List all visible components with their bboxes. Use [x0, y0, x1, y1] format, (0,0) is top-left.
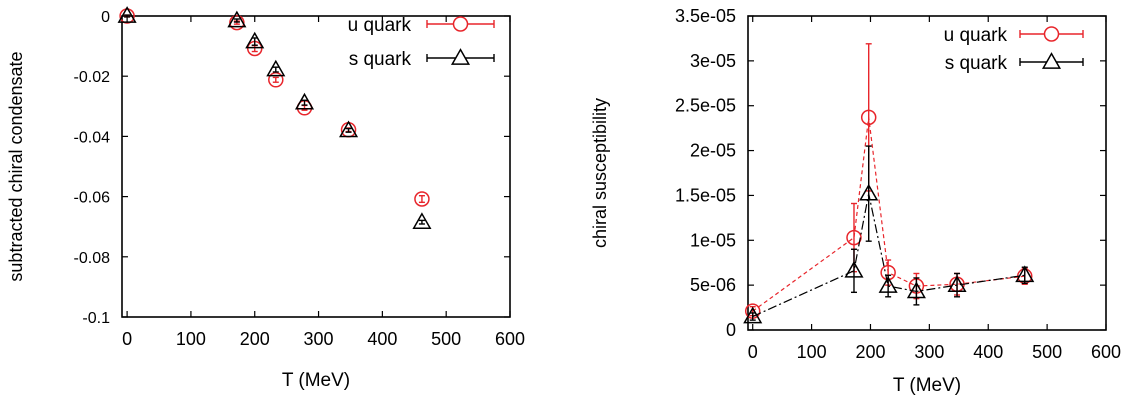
chart-chiral-susceptibility: 0 100 200 300 400 500 600 0 5e-06 1e-05 1.5e-05 2e-…: [590, 6, 1121, 396]
y-tick-label: 3.5e-05: [675, 6, 736, 26]
x-tick-label: 200: [240, 329, 270, 349]
x-tick-label: 100: [797, 342, 827, 362]
x-tick-label: 0: [748, 342, 758, 362]
legend-marker: [1043, 26, 1060, 42]
data-point: [860, 109, 877, 126]
x-axis-label: T (MeV): [282, 370, 350, 391]
legend-label: u quark: [348, 15, 412, 36]
y-tick-label: 0: [726, 320, 736, 340]
series-s-quark: [117, 6, 432, 230]
legend-marker: [450, 48, 471, 65]
y-tick-label: 5e-06: [690, 275, 736, 295]
legend-marker: [452, 16, 469, 32]
x-tick-label: 300: [914, 342, 944, 362]
y-tick-label: -0.08: [74, 250, 111, 267]
y-tick-label: 2e-05: [690, 141, 736, 161]
series-s-quark: [743, 145, 1035, 324]
legend: u quark s quark: [944, 25, 1084, 74]
x-tick-label: 0: [122, 329, 132, 349]
data-point: [947, 275, 967, 292]
legend-marker: [1041, 52, 1062, 69]
chart-subtracted-chiral-condensate: 0 100 200 300 400 500 600 0 -0.02 -0.04 -0.06 -0.08…: [6, 6, 525, 391]
data-point: [245, 31, 265, 49]
x-tick-label: 400: [367, 329, 397, 349]
data-point: [906, 281, 926, 299]
data-point: [268, 72, 284, 88]
data-point: [412, 212, 432, 230]
y-tick-label: -0.02: [74, 69, 111, 86]
y-tick-label: 1e-05: [690, 230, 736, 250]
series-line: [752, 193, 1025, 318]
data-point: [229, 14, 245, 31]
series-u-quark: [119, 8, 430, 207]
x-tick-label: 500: [431, 329, 461, 349]
x-tick-label: 600: [495, 329, 525, 349]
plot-frame: [747, 15, 1107, 331]
x-tick-label: 400: [973, 342, 1003, 362]
legend-label: s quark: [945, 53, 1008, 74]
data-point: [1015, 265, 1035, 283]
y-tick-label: -0.06: [74, 190, 111, 207]
data-point: [266, 59, 286, 77]
legend-label: s quark: [349, 49, 412, 70]
data-point: [227, 10, 247, 28]
y-tick-label: 3e-05: [690, 51, 736, 71]
y-tick-label: 2.5e-05: [675, 96, 736, 116]
y-tick-label: 0: [101, 9, 110, 26]
data-point: [117, 6, 137, 23]
data-point: [414, 191, 430, 207]
data-point: [743, 306, 763, 324]
plot-frame: [121, 15, 511, 318]
legend-label: u quark: [944, 25, 1008, 46]
y-tick-label: -0.04: [74, 129, 111, 146]
y-tick-label: -0.1: [82, 310, 110, 327]
data-point: [846, 229, 862, 246]
x-tick-label: 200: [855, 342, 885, 362]
data-point: [859, 183, 879, 201]
y-axis-label: chiral susceptibility: [590, 98, 610, 248]
y-tick-label: 1.5e-05: [675, 185, 736, 205]
data-point: [339, 120, 359, 138]
data-point: [294, 92, 315, 110]
data-point: [844, 260, 864, 278]
y-axis-label: subtracted chiral condensate: [6, 51, 26, 281]
data-point: [878, 276, 898, 293]
x-tick-label: 100: [176, 329, 206, 349]
x-axis-label: T (MeV): [893, 375, 961, 396]
x-tick-label: 300: [304, 329, 334, 349]
x-tick-label: 500: [1032, 342, 1062, 362]
legend: u quark s quark: [348, 15, 495, 70]
x-tick-label: 600: [1091, 342, 1121, 362]
